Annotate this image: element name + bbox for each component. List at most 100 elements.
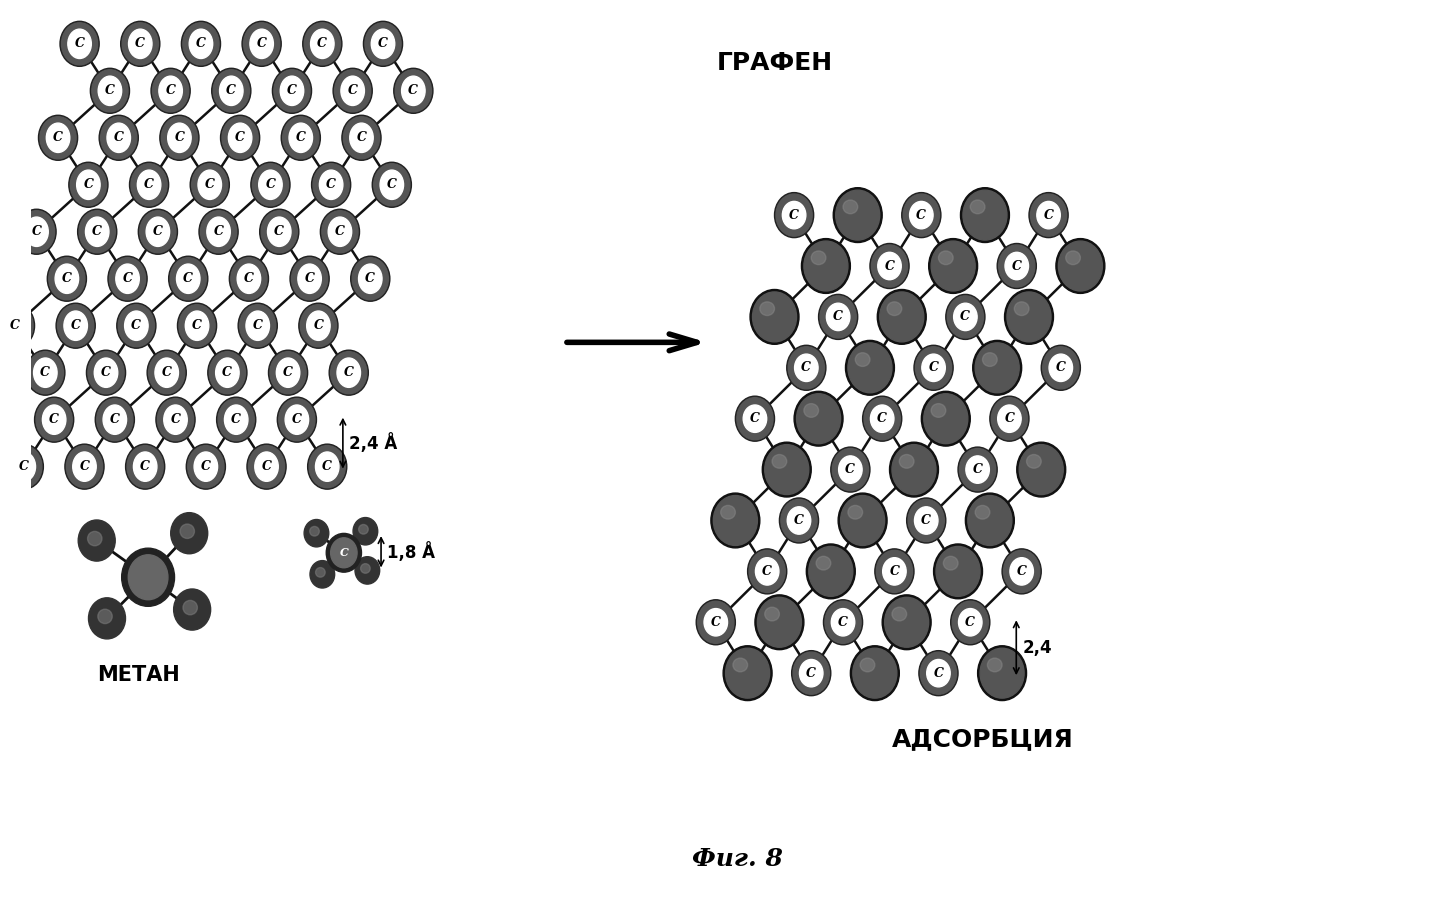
Ellipse shape	[176, 264, 199, 294]
Text: C: C	[162, 366, 172, 379]
Ellipse shape	[936, 546, 980, 596]
Text: C: C	[205, 178, 215, 191]
Ellipse shape	[823, 600, 862, 645]
Ellipse shape	[1017, 442, 1066, 497]
Ellipse shape	[988, 658, 1002, 672]
Ellipse shape	[921, 391, 970, 446]
Ellipse shape	[126, 444, 165, 489]
Ellipse shape	[46, 123, 69, 152]
Text: C: C	[1017, 565, 1027, 578]
Ellipse shape	[309, 446, 345, 487]
Text: C: C	[10, 319, 20, 332]
Ellipse shape	[98, 609, 113, 623]
Ellipse shape	[946, 295, 985, 340]
Ellipse shape	[892, 444, 936, 495]
Ellipse shape	[328, 217, 352, 247]
Ellipse shape	[773, 454, 787, 469]
Text: C: C	[885, 259, 894, 272]
Text: C: C	[192, 319, 202, 332]
Ellipse shape	[966, 493, 1014, 548]
Ellipse shape	[270, 351, 306, 394]
Text: C: C	[131, 319, 142, 332]
Ellipse shape	[182, 22, 221, 67]
Text: C: C	[833, 311, 843, 323]
Ellipse shape	[309, 526, 319, 536]
Ellipse shape	[820, 296, 856, 338]
Ellipse shape	[851, 646, 900, 701]
Ellipse shape	[183, 600, 198, 614]
Ellipse shape	[855, 352, 869, 367]
Ellipse shape	[160, 115, 199, 160]
Ellipse shape	[787, 506, 810, 534]
Ellipse shape	[212, 68, 251, 114]
Ellipse shape	[124, 311, 149, 341]
Ellipse shape	[284, 405, 309, 434]
Text: C: C	[806, 667, 816, 679]
Ellipse shape	[0, 405, 6, 434]
Ellipse shape	[1043, 347, 1079, 389]
Ellipse shape	[331, 538, 357, 568]
Ellipse shape	[6, 446, 42, 487]
Text: C: C	[877, 412, 887, 425]
Ellipse shape	[290, 256, 329, 301]
Text: 2,4 Å: 2,4 Å	[349, 433, 397, 453]
Ellipse shape	[775, 194, 812, 236]
Text: C: C	[170, 414, 180, 426]
Ellipse shape	[131, 164, 168, 205]
Ellipse shape	[3, 311, 27, 341]
Ellipse shape	[326, 533, 361, 572]
Ellipse shape	[797, 394, 840, 443]
Ellipse shape	[39, 115, 78, 160]
Ellipse shape	[206, 217, 231, 247]
Ellipse shape	[871, 245, 908, 287]
Ellipse shape	[918, 651, 957, 696]
Ellipse shape	[185, 311, 209, 341]
Ellipse shape	[825, 601, 861, 643]
Ellipse shape	[877, 551, 913, 593]
Ellipse shape	[156, 397, 195, 442]
Ellipse shape	[133, 452, 157, 481]
Ellipse shape	[931, 241, 975, 291]
Ellipse shape	[69, 162, 108, 207]
Ellipse shape	[1027, 454, 1041, 469]
Ellipse shape	[79, 211, 116, 253]
Ellipse shape	[319, 170, 342, 199]
Ellipse shape	[321, 209, 360, 254]
Ellipse shape	[159, 76, 182, 105]
Ellipse shape	[928, 239, 978, 294]
Ellipse shape	[904, 194, 940, 236]
Ellipse shape	[960, 187, 1009, 242]
Ellipse shape	[310, 560, 335, 588]
Text: C: C	[788, 209, 799, 222]
Ellipse shape	[228, 123, 251, 152]
Ellipse shape	[230, 256, 269, 301]
Ellipse shape	[170, 513, 208, 554]
Ellipse shape	[975, 343, 1019, 393]
Ellipse shape	[924, 394, 967, 443]
Ellipse shape	[238, 304, 277, 348]
Ellipse shape	[322, 211, 358, 253]
Ellipse shape	[344, 117, 380, 159]
Text: C: C	[244, 272, 254, 286]
Ellipse shape	[910, 202, 933, 229]
Ellipse shape	[183, 23, 219, 65]
Ellipse shape	[812, 250, 826, 265]
Ellipse shape	[179, 305, 215, 347]
Ellipse shape	[253, 164, 289, 205]
Text: C: C	[960, 311, 970, 323]
Ellipse shape	[862, 396, 901, 441]
Ellipse shape	[816, 556, 830, 570]
Ellipse shape	[885, 597, 928, 647]
Ellipse shape	[129, 555, 168, 600]
Text: C: C	[365, 272, 375, 286]
Ellipse shape	[765, 607, 780, 621]
Ellipse shape	[710, 493, 760, 548]
Text: C: C	[196, 37, 206, 50]
Ellipse shape	[315, 452, 339, 481]
Ellipse shape	[61, 22, 100, 67]
Text: C: C	[19, 460, 29, 473]
Ellipse shape	[4, 444, 43, 489]
Ellipse shape	[878, 289, 926, 344]
Ellipse shape	[130, 162, 169, 207]
Ellipse shape	[734, 658, 748, 672]
